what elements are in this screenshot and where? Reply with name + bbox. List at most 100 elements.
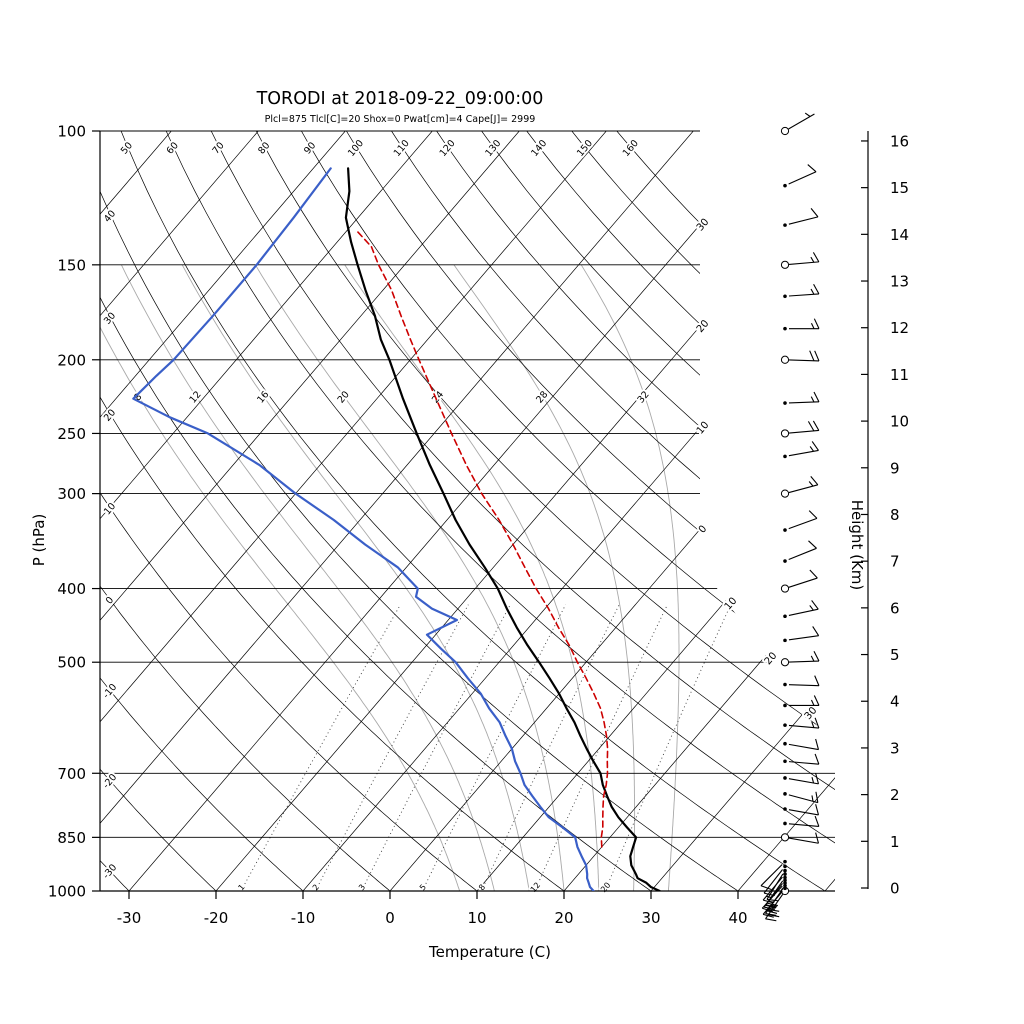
height-tick-label: 11 [890,366,909,384]
isotherm [463,131,835,891]
height-tick-label: 9 [890,459,900,477]
station-dot [783,776,787,780]
isotherm [376,131,835,891]
wind-barb [783,815,820,827]
barb-half [811,721,815,728]
dry-adiabat [100,131,318,891]
barb-full [810,208,819,218]
grid-label: 110 [392,138,412,159]
barb-full [814,753,820,765]
clipped-grid [0,120,835,907]
height-tick-label: 6 [890,599,900,617]
barb-half [811,795,814,802]
wind-barb [762,872,787,904]
profiles-clipped [132,167,661,891]
station-circle [780,489,790,498]
chart-subtitle: Plcl=875 Tlcl[C]=20 Shox=0 Pwat[cm]=4 Ca… [265,114,536,125]
station-dot [783,878,787,883]
temperature-tick-label: -30 [117,909,142,927]
barb-full [811,600,819,610]
station-dot [783,872,787,876]
station-dot [783,703,787,708]
moist-adiabat [100,264,461,891]
grid-label: 10 [102,501,118,517]
barb-staff [788,823,819,827]
barb-full [814,717,820,729]
grid-label: 130 [483,138,503,159]
wind-barb [783,791,819,804]
isotherm [100,131,182,891]
station-dot [783,759,787,764]
station-dot [783,864,787,869]
station-dot [783,401,787,405]
grid-label: 28 [534,389,550,405]
wind-barb [783,717,820,729]
isotherm [100,131,530,891]
barb-staff [788,261,819,266]
station-dot [783,326,787,331]
grid-label: 120 [438,138,458,159]
barb-full [813,318,820,329]
temperature-tick-label: -10 [291,909,316,927]
barb-staff [788,778,819,785]
dry-adiabat [571,131,835,891]
wind-barb [780,420,820,438]
dry-adiabat [255,131,835,891]
temperature-tick-label: 20 [554,909,573,927]
temperature-tick-label: 10 [467,909,486,927]
dry-adiabat [100,131,406,891]
dry-adiabat [100,131,142,891]
station-dot [783,682,787,687]
grid-label: 10 [723,596,740,613]
station-dot [783,883,787,888]
isotherm [0,120,7,907]
barb-half [810,699,815,706]
station-dot [783,183,787,188]
grid-label: 0 [697,524,709,536]
barb-full [814,350,820,362]
pressure-tick-label: 150 [57,256,86,274]
barb-full [768,914,780,918]
mixing-ratio-line [240,604,401,891]
barb-full [763,892,775,897]
height-tick-label: 5 [890,646,900,664]
barb-full [760,885,772,891]
dry-adiabat [346,131,835,891]
temperature-tick-label: 40 [728,909,747,927]
isotherm [100,131,443,891]
pressure-tick-label: 700 [57,765,86,783]
barb-staff [788,724,819,729]
isotherm [100,131,269,891]
moist-adiabat [255,264,565,891]
wind-barb [783,753,820,765]
height-tick-label: 4 [890,693,900,711]
wind-barb [783,208,819,227]
barb-staff [788,837,819,844]
station-circle [780,260,790,269]
barb-full [763,906,775,911]
temperature-axis-label: Temperature (C) [428,943,551,961]
dry-adiabat [100,131,758,891]
barb-staff [763,869,783,894]
wind-barb [780,112,815,136]
grid-label: 20 [763,650,780,667]
grid-label: 20 [599,881,612,895]
pressure-tick-label: 400 [57,580,86,598]
height-tick-label: 7 [890,553,900,571]
temperature-line [344,167,661,891]
barb-full [812,420,820,431]
barb-full [765,904,777,908]
wind-barb [783,738,820,751]
wind-barb [783,510,818,532]
barb-full [810,476,819,486]
dry-adiabat [100,131,494,891]
wind-barb [783,773,820,785]
barb-full [815,738,820,750]
wind-barb [783,675,820,687]
dry-adiabat [301,131,835,891]
barb-full [808,540,817,549]
barb-staff [788,743,819,751]
chart-title: TORODI at 2018-09-22_09:00:00 [256,89,544,109]
pressure-tick-label: 250 [57,425,86,443]
